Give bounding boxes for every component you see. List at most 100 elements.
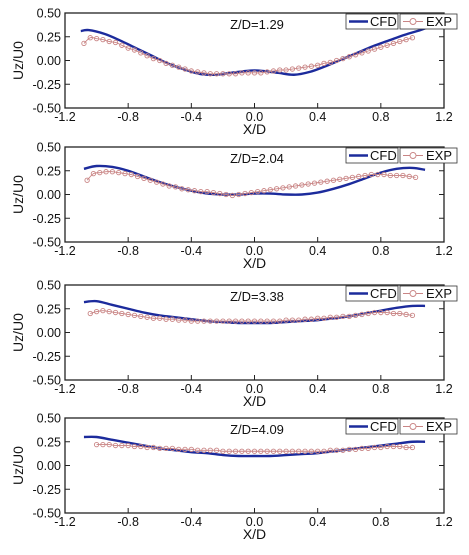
data-point-exp	[245, 70, 251, 76]
data-point-exp	[204, 188, 210, 195]
data-point-exp	[362, 172, 368, 179]
panel-3: 0.50 0.25 0.00 -0.25 -0.50-1.2 -0.8 -0.4 0.0 0.4…	[10, 279, 458, 409]
x-axis-label: X/D	[243, 121, 266, 137]
panel-annotation: Z/D=2.04	[230, 151, 284, 166]
x-tick-label: -1.2	[54, 382, 76, 396]
data-point-exp	[333, 314, 340, 320]
data-point-exp	[365, 310, 371, 317]
data-point-exp	[409, 444, 416, 451]
y-tick-label: -0.25	[33, 78, 62, 92]
y-axis-label: Uz/U0	[10, 175, 26, 214]
data-point-exp	[232, 71, 239, 77]
data-point-exp	[289, 66, 296, 72]
data-point-exp	[412, 174, 419, 181]
data-point-exp	[217, 190, 223, 197]
data-point-exp	[340, 55, 346, 62]
data-point-exp	[138, 313, 144, 319]
data-point-exp	[305, 181, 311, 187]
data-point-exp	[340, 313, 346, 319]
legend: CFD EXP	[345, 147, 458, 164]
data-point-exp	[144, 53, 150, 59]
data-point-exp	[333, 447, 340, 453]
data-point-exp	[229, 192, 236, 199]
data-point-exp	[157, 57, 163, 64]
data-point-exp	[93, 308, 100, 315]
data-point-exp	[119, 42, 125, 48]
data-point-exp	[242, 190, 248, 197]
data-point-exp	[194, 69, 201, 75]
data-point-exp	[296, 65, 302, 71]
data-point-exp	[188, 446, 194, 452]
data-point-exp	[308, 448, 314, 454]
data-point-exp	[315, 448, 321, 454]
x-tick-label: 1.2	[435, 382, 452, 396]
x-tick-label: -0.8	[117, 515, 139, 529]
data-point-exp	[270, 448, 277, 454]
data-point-exp	[100, 441, 106, 448]
data-point-exp	[258, 448, 264, 454]
data-point-exp	[352, 446, 359, 452]
data-point-exp	[122, 170, 128, 177]
data-point-exp	[346, 446, 352, 452]
data-point-exp	[397, 443, 403, 450]
x-tick-label: 0.4	[309, 382, 326, 396]
data-point-exp	[131, 443, 138, 450]
legend-label-exp: EXP	[426, 419, 452, 434]
data-point-exp	[106, 308, 112, 315]
data-point-exp	[97, 169, 103, 176]
data-point-exp	[163, 445, 169, 452]
data-point-exp	[239, 70, 245, 76]
data-point-exp	[264, 69, 270, 75]
data-point-exp	[292, 183, 299, 189]
data-point-exp	[166, 183, 172, 189]
legend-box-cfd	[345, 13, 399, 30]
data-point-exp	[286, 184, 292, 190]
data-point-exp	[194, 318, 201, 324]
x-tick-label: -1.2	[54, 244, 76, 258]
data-point-exp	[321, 315, 327, 321]
series-line-cfd	[83, 299, 426, 325]
data-point-exp	[112, 442, 119, 449]
y-axis-label: Uz/U0	[10, 446, 26, 485]
x-tick-label: 0.0	[246, 382, 263, 396]
data-point-exp	[100, 307, 106, 314]
legend-label-exp: EXP	[426, 14, 452, 29]
data-point-exp	[157, 315, 163, 321]
data-point-exp	[378, 309, 384, 316]
legend: CFD EXP	[345, 418, 458, 435]
data-point-exp	[106, 441, 112, 448]
data-point-exp	[119, 310, 125, 317]
data-point-exp	[359, 50, 365, 56]
data-point-exp	[393, 172, 400, 179]
data-point-exp	[277, 67, 283, 73]
data-point-exp	[302, 316, 308, 322]
data-point-exp	[220, 71, 226, 77]
panel-1: 0.50 0.25 0.00 -0.25 -0.50-1.2 -0.8 -0.4 0.0 0.4…	[10, 7, 458, 137]
data-point-exp	[112, 39, 119, 46]
data-point-exp	[198, 188, 204, 195]
data-point-exp	[280, 185, 286, 191]
data-point-exp	[327, 314, 333, 320]
y-tick-label: -0.50	[33, 236, 62, 250]
series-line-cfd	[83, 164, 426, 196]
data-point-exp	[188, 318, 194, 324]
data-point-exp	[210, 189, 217, 196]
y-tick-label: -0.50	[33, 374, 62, 388]
data-point-exp	[390, 310, 397, 317]
x-tick-label: 0.8	[372, 110, 389, 124]
data-point-exp	[128, 171, 134, 178]
data-point-exp	[125, 311, 131, 318]
data-point-exp	[226, 318, 232, 324]
data-point-exp	[207, 71, 213, 77]
data-point-exp	[163, 316, 169, 322]
data-point-exp	[302, 448, 308, 454]
data-point-exp	[169, 62, 176, 68]
data-point-exp	[100, 36, 106, 43]
data-point-exp	[343, 175, 349, 182]
data-point-exp	[182, 317, 188, 323]
data-point-exp	[213, 447, 220, 453]
data-point-exp	[378, 444, 384, 451]
x-tick-label: 0.0	[246, 110, 263, 124]
